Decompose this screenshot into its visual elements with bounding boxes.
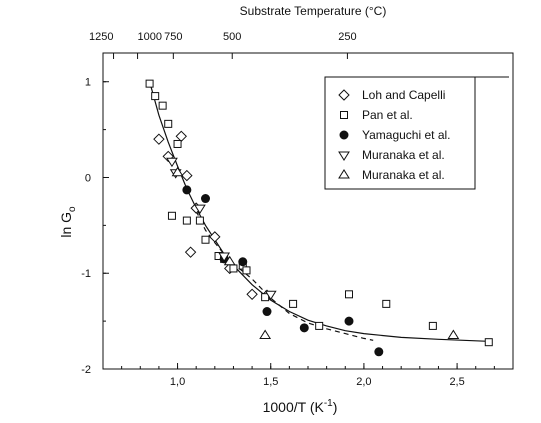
point-square	[242, 266, 251, 275]
y-axis: 1 0 -1 -2	[81, 77, 109, 376]
point-triangle-down	[166, 157, 178, 168]
point-square	[158, 101, 167, 110]
point-circle	[262, 307, 272, 317]
top-tick-label: 500	[223, 31, 241, 43]
point-square	[382, 299, 391, 308]
legend-label: Loh and Capelli	[362, 88, 445, 102]
point-square	[195, 216, 204, 225]
point-square	[289, 299, 298, 308]
legend-box	[324, 76, 476, 190]
point-square	[428, 321, 437, 330]
top-tick-label: 250	[338, 31, 356, 43]
legend-label: Pan et al.	[362, 108, 413, 122]
point-square	[315, 321, 324, 330]
legend-marker-square	[340, 111, 348, 119]
point-diamond	[184, 246, 197, 258]
point-circle	[182, 185, 192, 195]
top-axis: 1250 1000 750 500 250	[89, 31, 357, 59]
top-tick-label: 1000	[138, 31, 162, 43]
legend-marker-diamond	[338, 89, 350, 101]
top-axis-title: Substrate Temperature (°C)	[240, 4, 387, 18]
point-triangle-down	[194, 204, 206, 215]
point-diamond	[175, 130, 187, 143]
data-points	[145, 79, 493, 357]
point-circle	[344, 316, 354, 326]
legend-marker-triangle-down	[338, 151, 350, 161]
point-square	[145, 79, 154, 88]
point-square	[229, 264, 238, 273]
legend-marker-circle	[339, 130, 349, 140]
x-tick-label: 2,0	[356, 376, 371, 388]
point-diamond	[153, 133, 165, 145]
point-circle	[201, 194, 210, 204]
legend-label: Yamaguchi et al.	[362, 128, 451, 142]
point-diamond	[181, 169, 193, 182]
point-circle	[374, 347, 384, 357]
y-axis-title: ln Go	[58, 206, 78, 238]
point-diamond	[209, 231, 221, 243]
y-tick-label: -2	[81, 364, 91, 376]
x-tick-label: 2,5	[449, 376, 464, 388]
point-triangle-up	[259, 329, 272, 339]
point-square	[173, 139, 182, 148]
point-square	[261, 293, 270, 302]
top-tick-label: 1250	[89, 31, 113, 43]
x-tick-label: 1,5	[263, 376, 278, 388]
point-square	[182, 216, 191, 225]
point-circle	[299, 323, 309, 333]
point-circle	[238, 257, 248, 267]
point-square	[201, 235, 210, 244]
top-tick-label: 750	[164, 31, 182, 43]
x-axis: 1,0 1,5 2,0 2,5	[102, 363, 514, 388]
point-square	[164, 119, 173, 128]
y-tick-label: 0	[85, 172, 91, 184]
point-triangle-down	[218, 252, 231, 262]
point-triangle-up	[223, 255, 236, 266]
fit-curve-dashed	[195, 210, 374, 341]
x-tick-label: 1,0	[170, 376, 185, 388]
point-triangle-down	[264, 290, 277, 301]
point-triangle-up	[447, 329, 460, 339]
point-diamond	[246, 288, 258, 301]
point-square	[484, 338, 493, 347]
y-tick-label: 1	[85, 77, 91, 89]
point-square	[345, 290, 353, 299]
point-square	[167, 211, 176, 220]
y-tick-label: -1	[81, 268, 91, 280]
legend-label: Muranaka et al.	[362, 168, 445, 182]
x-axis-title: 1000/T (K-1)	[263, 398, 338, 415]
legend-label: Muranaka et al.	[362, 148, 445, 162]
point-triangle-up	[171, 166, 184, 177]
legend: Loh and Capelli Pan et al. Yamaguchi et al…	[324, 76, 509, 190]
point-square	[151, 92, 160, 101]
legend-marker-triangle-up	[338, 169, 350, 179]
